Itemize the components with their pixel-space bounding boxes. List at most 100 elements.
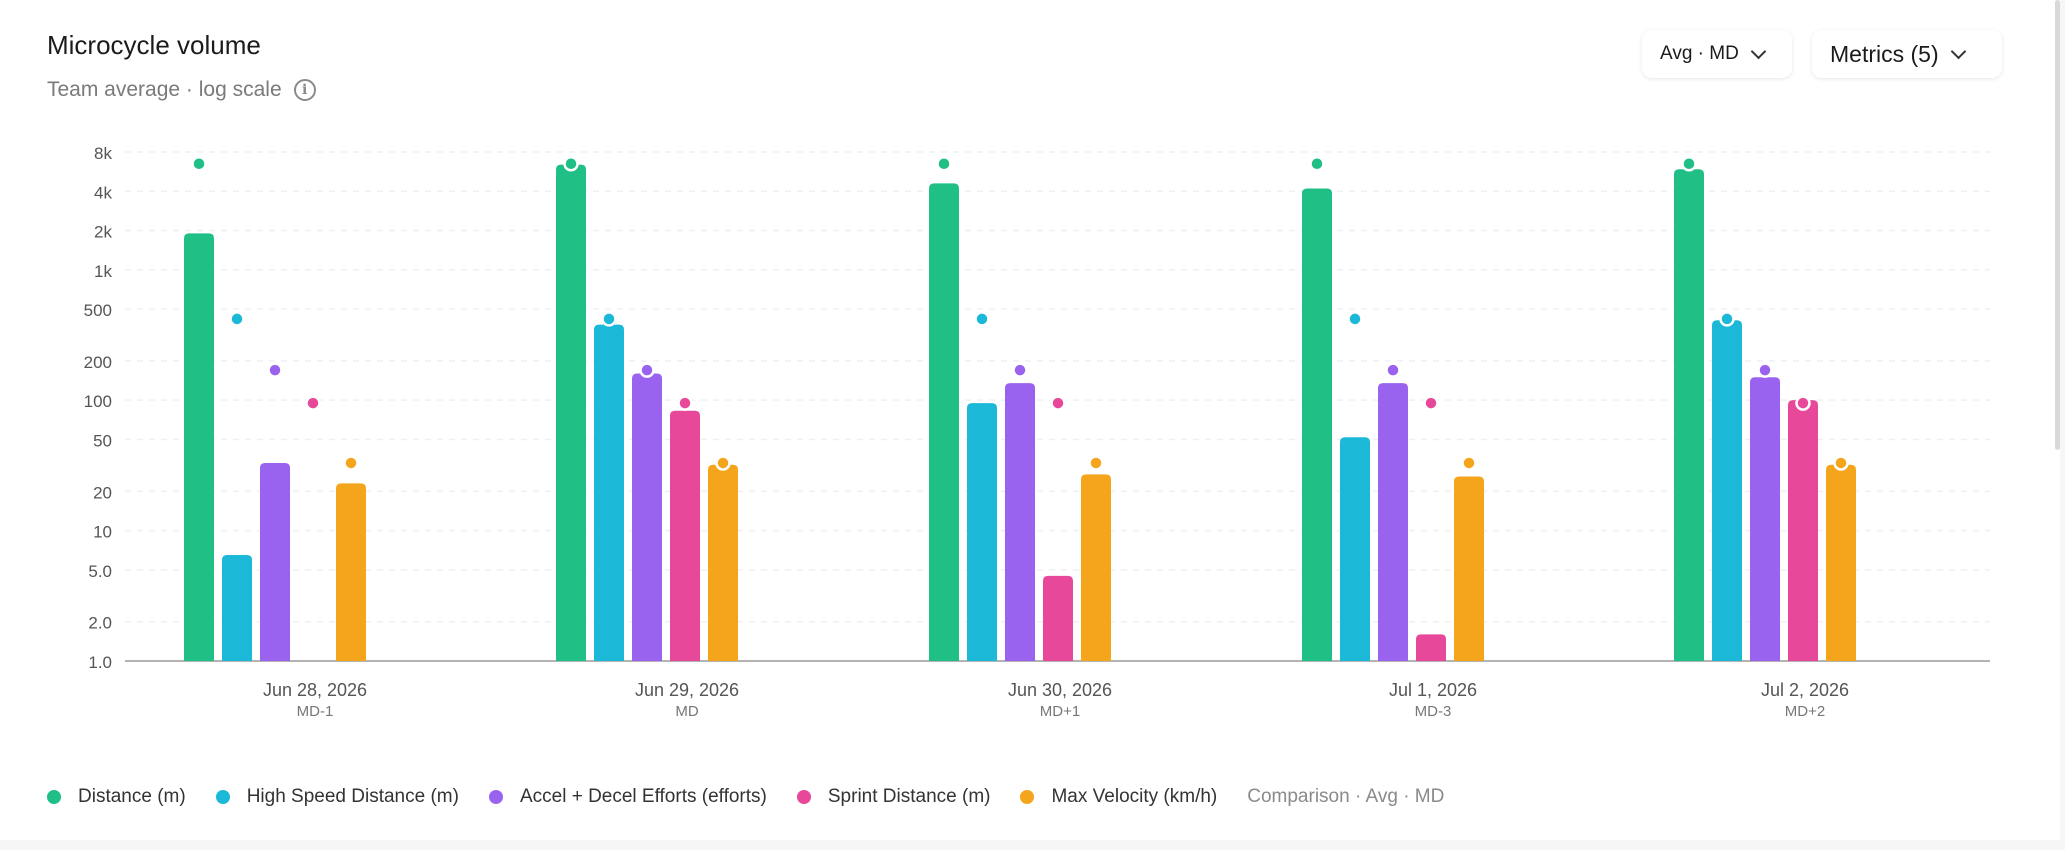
comparison-marker — [563, 156, 579, 172]
comparison-marker — [1757, 362, 1773, 378]
x-tick-label: Jun 29, 2026 — [635, 680, 739, 700]
bar — [1005, 383, 1035, 661]
legend-item[interactable]: High Speed Distance (m) — [215, 786, 459, 808]
y-tick-label: 1k — [94, 262, 112, 281]
x-tick-sublabel: MD-1 — [297, 703, 334, 720]
comparison-marker — [677, 395, 693, 411]
legend-item[interactable]: Max Velocity (km/h) — [1020, 786, 1217, 808]
bar — [1416, 634, 1446, 661]
comparison-marker — [267, 362, 283, 378]
y-tick-label: 2k — [94, 223, 112, 242]
x-tick-sublabel: MD+1 — [1040, 703, 1080, 720]
comparison-marker — [1012, 362, 1028, 378]
comparison-marker — [974, 311, 990, 327]
bar — [708, 464, 738, 661]
bar — [1340, 437, 1370, 661]
x-tick-label: Jun 30, 2026 — [1008, 680, 1112, 700]
comparison-marker — [1719, 311, 1735, 327]
comparison-marker — [1385, 362, 1401, 378]
bar — [967, 403, 997, 661]
legend-swatch — [1020, 790, 1035, 804]
y-tick-label: 5.0 — [88, 562, 112, 581]
bar — [1788, 400, 1818, 661]
legend-item[interactable]: Distance (m) — [47, 786, 186, 808]
y-tick-label: 10 — [93, 523, 112, 542]
subtitle-text: Team average · log scale — [47, 78, 282, 101]
bar — [184, 233, 214, 662]
comparison-marker — [639, 362, 655, 378]
y-tick-label: 20 — [93, 483, 112, 502]
comparison-marker — [601, 311, 617, 327]
comparison-marker — [1309, 156, 1325, 172]
scrollbar[interactable] — [2055, 0, 2060, 450]
legend-swatch — [47, 790, 61, 804]
bar — [1302, 188, 1332, 661]
comparison-marker — [1681, 156, 1697, 172]
y-tick-label: 8k — [94, 144, 112, 163]
legend-label: Max Velocity (km/h) — [1051, 786, 1218, 807]
y-tick-label: 500 — [84, 301, 112, 320]
x-tick-label: Jul 1, 2026 — [1389, 680, 1477, 700]
bar — [1712, 320, 1742, 661]
legend-swatch — [488, 790, 503, 804]
comparison-marker — [229, 311, 245, 327]
bar — [632, 373, 662, 661]
comparison-marker — [305, 395, 321, 411]
chart-title: Microcycle volume — [47, 30, 261, 60]
x-tick-label: Jul 2, 2026 — [1761, 680, 1849, 700]
y-tick-label: 1.0 — [88, 653, 112, 672]
y-tick-label: 100 — [84, 392, 112, 411]
legend-label: Distance (m) — [78, 786, 186, 807]
comparison-marker — [1423, 395, 1439, 411]
bar — [1826, 464, 1856, 661]
comparison-dropdown[interactable]: Avg · MD — [1642, 30, 1792, 78]
comparison-marker — [1795, 395, 1811, 411]
y-tick-label: 4k — [94, 183, 112, 202]
comparison-marker — [936, 156, 952, 172]
bar — [1454, 476, 1484, 661]
bar — [1674, 169, 1704, 661]
bar — [1378, 383, 1408, 661]
legend-swatch — [215, 790, 230, 804]
y-tick-label: 200 — [84, 353, 112, 372]
chart-plot: 1.0 2.0 5.0 10 20 50 100 200 500 1k 2k 4k 8k Jun 28, … — [84, 144, 1990, 720]
comparison-marker — [1461, 455, 1477, 471]
legend-comparison-note: Comparison · Avg · MD — [1247, 786, 1445, 807]
bar — [260, 462, 290, 661]
bar — [1081, 474, 1111, 661]
comparison-marker — [1050, 395, 1066, 411]
comparison-marker — [343, 455, 359, 471]
legend-label: Sprint Distance (m) — [827, 786, 991, 807]
x-tick-sublabel: MD+2 — [1785, 703, 1825, 720]
bar — [929, 183, 959, 661]
comparison-marker — [1088, 455, 1104, 471]
comparison-marker — [1833, 455, 1849, 471]
legend-item[interactable]: Accel + Decel Efforts (efforts) — [488, 786, 767, 808]
x-tick-sublabel: MD — [675, 703, 698, 720]
chart-legend: Distance (m) High Speed Distance (m) Accel… — [47, 786, 1444, 808]
bar — [670, 410, 700, 661]
comparison-marker — [715, 455, 731, 471]
bar — [336, 483, 366, 661]
chart-subtitle: Team average · log scale i — [47, 78, 316, 102]
legend-item[interactable]: Sprint Distance (m) — [796, 786, 991, 808]
metrics-dropdown[interactable]: Metrics (5) — [1812, 30, 2002, 78]
bar — [594, 324, 624, 661]
legend-swatch — [796, 790, 811, 804]
x-tick-label: Jun 28, 2026 — [263, 680, 367, 700]
bar — [1043, 575, 1073, 661]
y-tick-label: 2.0 — [88, 614, 112, 633]
x-tick-sublabel: MD-3 — [1415, 703, 1452, 720]
bar — [556, 164, 586, 661]
legend-label: Accel + Decel Efforts (efforts) — [519, 786, 767, 807]
metrics-dropdown-label: Metrics (5) — [1830, 40, 1939, 67]
legend-label: High Speed Distance (m) — [246, 786, 459, 807]
comparison-marker — [1347, 311, 1363, 327]
bar — [1750, 377, 1780, 661]
y-tick-label: 50 — [93, 431, 112, 450]
info-icon[interactable]: i — [293, 79, 316, 101]
comparison-dropdown-label: Avg · MD — [1660, 43, 1739, 64]
comparison-marker — [191, 156, 207, 172]
bar — [222, 554, 252, 661]
